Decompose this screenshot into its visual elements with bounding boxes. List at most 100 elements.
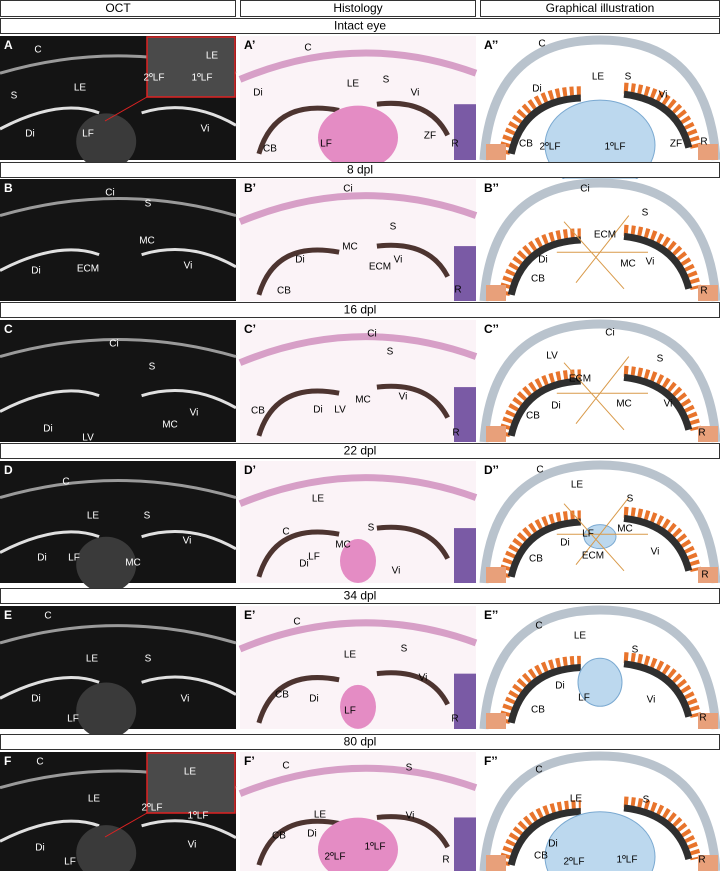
annotation: CB	[275, 690, 289, 701]
annotation: CB	[531, 274, 545, 285]
annotation: 2ºLF	[142, 803, 163, 814]
annotation: Vi	[183, 536, 192, 547]
histology-retina	[454, 246, 476, 301]
histology-retina	[454, 528, 476, 583]
annotation: Vi	[184, 261, 193, 272]
illustration-lens	[577, 657, 623, 707]
annotation: Ci	[109, 339, 118, 350]
oct-iris	[0, 388, 237, 413]
annotation: CB	[263, 144, 277, 155]
annotation: S	[390, 222, 397, 233]
annotation: CB	[529, 554, 543, 565]
annotation: R	[700, 286, 707, 297]
illustration-retina	[486, 855, 506, 871]
annotation: 2ºLF	[540, 142, 561, 153]
panel-label: C’’	[484, 322, 499, 336]
histology-lens	[318, 105, 398, 170]
panel: A’ C Di LE S Vi CB LF ZF R	[238, 36, 478, 170]
annotation: LV	[546, 351, 558, 362]
annotation: 2ºLF	[564, 857, 585, 868]
panel: C’’ Ci LV S ECM Di MC Vi CB R	[479, 319, 720, 443]
annotation: Ci	[580, 184, 589, 195]
annotation: CB	[526, 411, 540, 422]
annotation: ECM	[569, 374, 591, 385]
annotation: S	[401, 644, 408, 655]
annotation: MC	[617, 524, 633, 535]
illustration-iris	[507, 804, 693, 866]
histology-cornea	[238, 764, 478, 797]
annotation: LF	[68, 553, 80, 564]
annotation: LF	[320, 139, 332, 150]
ecm	[556, 497, 648, 572]
annotation: LE	[206, 51, 219, 62]
oct-cornea	[0, 197, 237, 218]
panel-label: A’	[244, 38, 255, 52]
histology-iris	[256, 670, 450, 724]
annotation: S	[657, 354, 664, 365]
panel-label: B’’	[484, 181, 499, 195]
annotation: Di	[309, 694, 318, 705]
annotation: LE	[312, 494, 325, 505]
illustration-cornea	[479, 35, 720, 161]
annotation: Vi	[419, 673, 428, 684]
ecm	[556, 215, 648, 290]
oct-cornea	[0, 479, 237, 500]
annotation: LE	[88, 794, 101, 805]
illustration-cornea	[479, 751, 720, 871]
annotation: R	[699, 713, 706, 724]
oct-lens	[76, 825, 137, 871]
annotation: S	[627, 494, 634, 505]
annotation: CB	[534, 851, 548, 862]
annotation: C	[62, 477, 69, 488]
annotation: Vi	[647, 695, 656, 706]
annotation: Di	[31, 266, 40, 277]
column-header-box	[0, 0, 236, 17]
annotation: C	[535, 621, 542, 632]
illustration-iris-outer	[498, 506, 702, 579]
annotation: 2ºLF	[144, 73, 165, 84]
annotation: S	[11, 91, 18, 102]
annotation: C	[282, 761, 289, 772]
illustration	[480, 320, 720, 442]
annotation: LF	[582, 529, 594, 540]
annotation: Vi	[394, 255, 403, 266]
annotation: LE	[86, 654, 99, 665]
oct-cornea	[0, 624, 237, 645]
histology-iris	[256, 814, 450, 866]
illustration-iris	[507, 232, 693, 296]
annotation: ZF	[670, 139, 682, 150]
oct-iris	[0, 529, 237, 554]
histology-cornea	[238, 474, 478, 507]
annotation: S	[643, 795, 650, 806]
annotation: S	[625, 72, 632, 83]
illustration-cornea	[479, 460, 720, 584]
annotation: LV	[82, 433, 94, 444]
oct-lens	[76, 682, 137, 739]
annotation: MC	[335, 540, 351, 551]
column-header: Graphical illustration	[546, 1, 655, 15]
annotation: ECM	[77, 264, 99, 275]
annotation: S	[383, 75, 390, 86]
panel: F’ C S LE Vi CB Di 2ºLF 1ºLF R	[238, 752, 478, 871]
histology-cornea	[238, 49, 478, 83]
annotation: ZF	[424, 131, 436, 142]
annotation: 2ºLF	[325, 852, 346, 863]
panel-label: B’	[244, 181, 256, 195]
illustration-iris-outer	[498, 652, 702, 725]
illustration	[480, 461, 720, 583]
illustration-iris-outer	[498, 224, 702, 297]
histology-lens	[340, 539, 376, 584]
histology-cornea	[238, 333, 478, 366]
annotation: Vi	[411, 88, 420, 99]
annotation: C	[536, 465, 543, 476]
annotation: C	[535, 765, 542, 776]
histology-retina	[454, 387, 476, 442]
annotation: LE	[344, 650, 357, 661]
histology-retina	[454, 817, 476, 871]
row-title: 16 dpl	[344, 303, 377, 317]
annotation: ECM	[582, 551, 604, 562]
illustration-cornea	[479, 319, 720, 443]
annotation: Vi	[664, 399, 673, 410]
histology-iris	[256, 524, 450, 578]
